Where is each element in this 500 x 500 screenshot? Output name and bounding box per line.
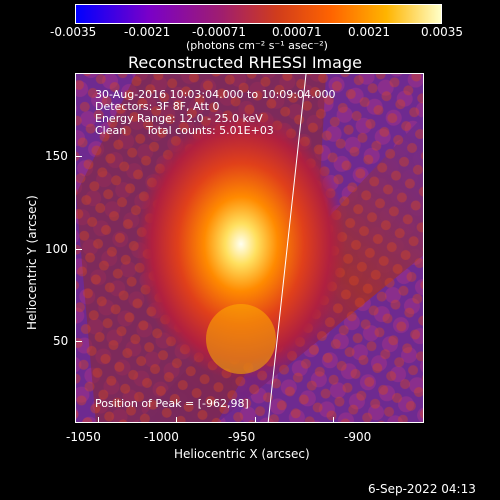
info-energy: Energy Range: 12.0 - 25.0 keV bbox=[95, 112, 263, 125]
x-tick-label: -1000 bbox=[144, 430, 179, 444]
plot-title: Reconstructed RHESSI Image bbox=[128, 53, 362, 72]
info-clean: Clean bbox=[95, 124, 127, 137]
y-tick-label: 150 bbox=[45, 149, 68, 163]
secondary-source bbox=[206, 304, 276, 374]
colorbar bbox=[75, 4, 442, 24]
colorbar-tick-5: 0.0021 bbox=[348, 25, 390, 39]
colorbar-tick-6: 0.0035 bbox=[421, 25, 463, 39]
rhessi-image bbox=[76, 74, 423, 422]
info-time-range: 30-Aug-2016 10:03:04.000 to 10:09:04.000 bbox=[95, 88, 336, 101]
y-tick-mark bbox=[76, 156, 82, 157]
x-axis-label: Heliocentric X (arcsec) bbox=[174, 447, 310, 461]
colorbar-tick-2: -0.0021 bbox=[124, 25, 171, 39]
colorbar-units: (photons cm⁻² s⁻¹ asec⁻²) bbox=[186, 39, 328, 52]
x-tick-mark bbox=[98, 417, 99, 423]
info-total-counts: Total counts: 5.01E+03 bbox=[146, 124, 274, 137]
x-tick-mark bbox=[333, 417, 334, 423]
info-detectors: Detectors: 3F 8F, Att 0 bbox=[95, 100, 220, 113]
x-tick-mark bbox=[176, 417, 177, 423]
y-axis-label: Heliocentric Y (arcsec) bbox=[25, 195, 39, 330]
colorbar-tick-3: -0.00071 bbox=[192, 25, 246, 39]
colorbar-tick-1: -0.0035 bbox=[50, 25, 97, 39]
footer-timestamp: 6-Sep-2022 04:13 bbox=[368, 482, 476, 496]
x-tick-mark bbox=[255, 417, 256, 423]
solar-limb-line bbox=[267, 74, 307, 422]
y-tick-mark bbox=[76, 341, 82, 342]
rhessi-image-frame bbox=[75, 73, 424, 423]
x-tick-label: -1050 bbox=[66, 430, 101, 444]
info-peak-position: Position of Peak = [-962,98] bbox=[95, 397, 249, 410]
y-tick-mark bbox=[76, 249, 82, 250]
y-tick-label: 100 bbox=[45, 242, 68, 256]
x-tick-label: -900 bbox=[344, 430, 372, 444]
colorbar-tick-4: 0.00071 bbox=[272, 25, 322, 39]
emission-core bbox=[136, 109, 346, 379]
y-tick-label: 50 bbox=[53, 334, 69, 348]
x-tick-label: -950 bbox=[228, 430, 256, 444]
